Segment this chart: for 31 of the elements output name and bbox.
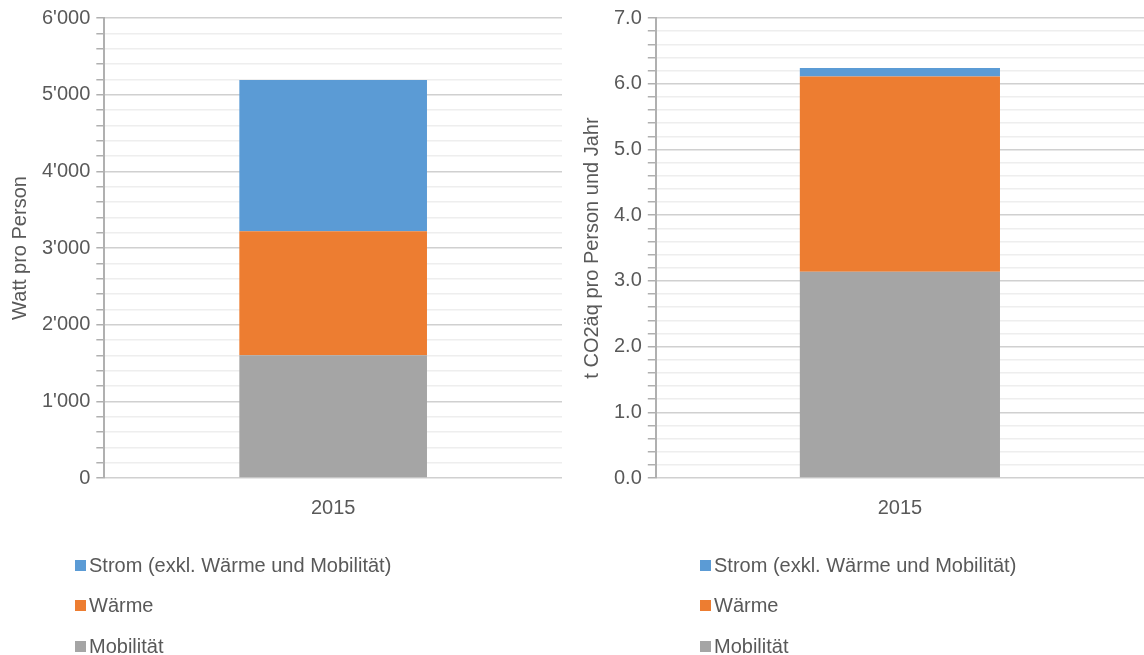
y-tick-label: 0.0 [613,465,642,488]
y-tick-label: 6.0 [613,71,642,94]
y-tick-label: 2'000 [42,312,91,335]
y-tick-label: 4'000 [42,158,91,181]
bar [799,67,1000,77]
y-axis-title: Watt pro Person [7,176,30,320]
legend-label: Mobilität [714,634,789,655]
y-tick-label: 5'000 [42,82,91,105]
y-tick-label: 1.0 [613,399,642,422]
legend-label: Wärme [89,594,154,618]
y-axis-title: t CO2äq pro Person und Jahr [579,117,602,379]
x-tick-label: 2015 [877,495,923,518]
bar [239,80,427,232]
y-tick-label: 5.0 [613,136,642,159]
bar [239,231,427,356]
legend-label: Strom (exkl. Wärme und Mobilität) [89,553,392,577]
legend-label: Mobilität [89,634,164,655]
y-tick-label: 2.0 [613,334,642,357]
legend-label: Strom (exkl. Wärme und Mobilität) [714,553,1017,577]
y-tick-label: 3.0 [613,268,642,291]
y-tick-label: 1'000 [42,388,91,411]
y-tick-label: 6'000 [42,5,91,28]
bar [799,271,1000,478]
bar [799,76,1000,272]
legend-label: Wärme [714,594,779,618]
y-tick-label: 4.0 [613,202,642,225]
y-tick-label: 3'000 [42,235,91,258]
x-tick-label: 2015 [310,495,356,518]
bar [239,355,427,478]
y-tick-label: 7.0 [613,5,642,28]
y-tick-label: 0 [79,465,91,488]
